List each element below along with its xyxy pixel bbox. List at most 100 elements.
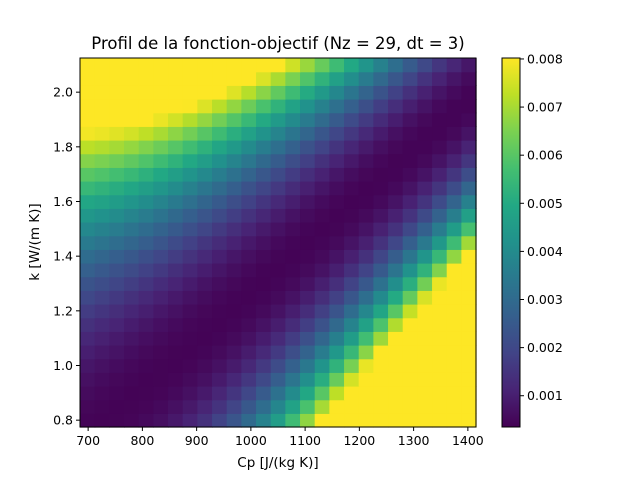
heatmap-cell bbox=[80, 304, 96, 319]
heatmap-cell bbox=[432, 167, 448, 182]
heatmap-cell bbox=[109, 99, 125, 114]
heatmap-cell bbox=[329, 153, 345, 168]
heatmap-cell bbox=[300, 290, 316, 305]
heatmap-cell bbox=[182, 263, 198, 278]
heatmap-cell bbox=[138, 126, 154, 141]
heatmap-cell bbox=[241, 208, 257, 223]
heatmap-cell bbox=[168, 85, 184, 100]
heatmap-cell bbox=[388, 208, 404, 223]
heatmap-cell bbox=[109, 58, 125, 73]
heatmap-cell bbox=[432, 140, 448, 155]
heatmap-cell bbox=[314, 413, 330, 428]
heatmap-cell bbox=[94, 85, 110, 100]
heatmap-cell bbox=[197, 372, 213, 387]
heatmap-cell bbox=[358, 358, 374, 373]
x-tick-label: 1000 bbox=[235, 433, 267, 448]
heatmap-cell bbox=[80, 235, 96, 250]
heatmap-cell bbox=[153, 372, 169, 387]
colorbar-tick-label: 0.003 bbox=[527, 292, 563, 307]
heatmap-cell bbox=[285, 167, 301, 182]
heatmap-cell bbox=[373, 345, 389, 360]
heatmap-cell bbox=[109, 181, 125, 196]
heatmap-cell bbox=[226, 304, 242, 319]
heatmap-cell bbox=[124, 85, 140, 100]
heatmap-cell bbox=[314, 372, 330, 387]
heatmap-cell bbox=[168, 345, 184, 360]
heatmap-cell bbox=[432, 304, 448, 319]
heatmap-cell bbox=[226, 181, 242, 196]
heatmap-cell bbox=[388, 276, 404, 291]
heatmap-cell bbox=[417, 126, 433, 141]
heatmap-cell bbox=[226, 331, 242, 346]
heatmap-cell bbox=[388, 71, 404, 86]
heatmap-cell bbox=[241, 331, 257, 346]
heatmap-cell bbox=[285, 372, 301, 387]
heatmap-cell bbox=[138, 140, 154, 155]
heatmap-cell bbox=[461, 399, 477, 414]
heatmap-cell bbox=[329, 399, 345, 414]
heatmap-cell bbox=[212, 331, 228, 346]
heatmap-cell bbox=[300, 167, 316, 182]
heatmap-cell bbox=[344, 263, 360, 278]
heatmap-cell bbox=[388, 345, 404, 360]
heatmap-cell bbox=[314, 249, 330, 264]
heatmap-cell bbox=[80, 249, 96, 264]
heatmap-cell bbox=[417, 372, 433, 387]
heatmap-cell bbox=[461, 345, 477, 360]
heatmap-cell bbox=[285, 181, 301, 196]
heatmap-cell bbox=[168, 58, 184, 73]
heatmap-cell bbox=[402, 208, 418, 223]
heatmap-cell bbox=[285, 386, 301, 401]
heatmap-cell bbox=[417, 99, 433, 114]
heatmap-cell bbox=[80, 140, 96, 155]
heatmap-cell bbox=[417, 331, 433, 346]
heatmap-cell bbox=[417, 386, 433, 401]
heatmap-cell bbox=[329, 386, 345, 401]
heatmap-cell bbox=[153, 153, 169, 168]
heatmap-cell bbox=[388, 304, 404, 319]
heatmap-cell bbox=[256, 386, 272, 401]
heatmap-cell bbox=[329, 208, 345, 223]
heatmap-cell bbox=[358, 276, 374, 291]
heatmap-cell bbox=[80, 399, 96, 414]
heatmap-cell bbox=[285, 263, 301, 278]
heatmap-cell bbox=[241, 386, 257, 401]
heatmap-cell bbox=[402, 249, 418, 264]
heatmap-cell bbox=[388, 386, 404, 401]
heatmap-cell bbox=[256, 317, 272, 332]
colorbar-tick-label: 0.004 bbox=[527, 244, 563, 259]
heatmap-cell bbox=[417, 194, 433, 209]
heatmap-cell bbox=[432, 153, 448, 168]
heatmap-cell bbox=[417, 140, 433, 155]
heatmap-cell bbox=[226, 222, 242, 237]
heatmap-cell bbox=[270, 222, 286, 237]
heatmap-cell bbox=[153, 140, 169, 155]
heatmap-cell bbox=[270, 181, 286, 196]
heatmap-cell bbox=[153, 58, 169, 73]
heatmap-cell bbox=[344, 126, 360, 141]
heatmap-cell bbox=[285, 358, 301, 373]
heatmap-cell bbox=[168, 208, 184, 223]
heatmap-cell bbox=[256, 235, 272, 250]
y-tick-label: 0.8 bbox=[53, 413, 73, 428]
heatmap-cell bbox=[226, 71, 242, 86]
heatmap-cell bbox=[358, 99, 374, 114]
heatmap-cell bbox=[402, 85, 418, 100]
heatmap-cell bbox=[153, 99, 169, 114]
heatmap-cell bbox=[329, 358, 345, 373]
heatmap-cell bbox=[241, 276, 257, 291]
heatmap-cell bbox=[80, 58, 96, 73]
heatmap-cell bbox=[432, 317, 448, 332]
heatmap-cell bbox=[241, 181, 257, 196]
heatmap-cell bbox=[109, 317, 125, 332]
heatmap-cell bbox=[168, 304, 184, 319]
heatmap-cell bbox=[388, 181, 404, 196]
heatmap-cell bbox=[226, 317, 242, 332]
heatmap-cell bbox=[109, 112, 125, 127]
heatmap-cell bbox=[329, 263, 345, 278]
heatmap-cell bbox=[212, 85, 228, 100]
heatmap-cell bbox=[256, 140, 272, 155]
heatmap-cell bbox=[153, 181, 169, 196]
heatmap-cell bbox=[417, 290, 433, 305]
heatmap-cell bbox=[344, 181, 360, 196]
